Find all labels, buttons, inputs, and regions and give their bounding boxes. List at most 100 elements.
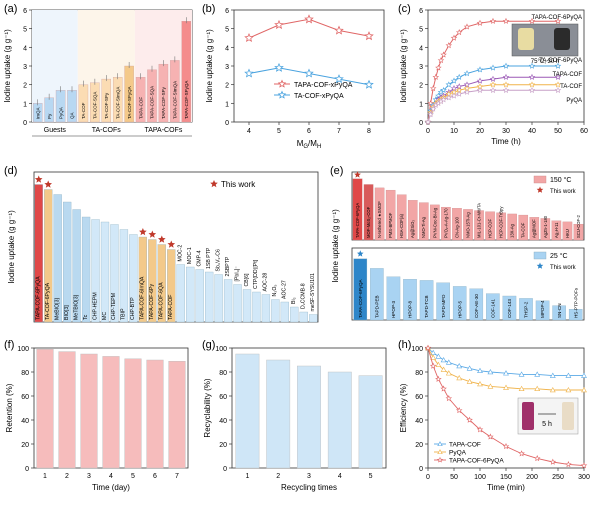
legend-label: PyQA xyxy=(449,450,467,457)
panel-label: (b) xyxy=(202,3,215,15)
vial-before xyxy=(522,402,534,430)
x-tick-label: 250 xyxy=(552,474,564,481)
x-tick-label: 0 xyxy=(426,128,430,135)
bar-label: Bi₂ xyxy=(291,297,297,304)
data-point xyxy=(565,461,572,468)
bar-label: AOC-27 xyxy=(282,280,288,299)
bar xyxy=(146,359,164,469)
data-point xyxy=(304,14,314,24)
data-point xyxy=(466,416,473,423)
y-tick-label: 80 xyxy=(415,370,423,377)
data-point xyxy=(554,81,562,88)
data-point xyxy=(429,85,437,92)
x-tick-label: 2 xyxy=(65,473,69,480)
bar-label: PMS-BPMOF xyxy=(388,212,393,238)
chart-e: (e) Iodine uptake (g g⁻¹) TAPA-COF-6PyQA MO… xyxy=(330,165,585,321)
bar-label: CHP-TEPM xyxy=(111,293,117,320)
y-tick-label: 6 xyxy=(419,8,423,15)
data-point xyxy=(456,362,463,369)
data-point xyxy=(476,426,484,433)
bar-label: TAPA-COF-6Py xyxy=(149,283,155,320)
bar xyxy=(552,305,566,321)
data-point xyxy=(430,354,437,360)
x-tick-label: 3 xyxy=(307,473,311,480)
bar xyxy=(80,353,98,469)
chart-f: (f) 0 20 40 60 80 100 Retention (%) 1 2 3 4 5 6 7 Time … xyxy=(4,339,189,492)
data-point xyxy=(502,73,510,80)
bar-label: TAPA-COF xyxy=(168,295,174,320)
data-point xyxy=(518,450,525,457)
data-point xyxy=(429,105,437,112)
bar-label: TA-COF-6PyQA xyxy=(45,282,51,320)
y-tick-label: 5 xyxy=(23,27,27,34)
data-point xyxy=(502,81,510,88)
bar-label: THSP-2 xyxy=(524,301,529,318)
y-tick-label: 80 xyxy=(219,370,227,377)
panel-e: (e) Iodine uptake (g g⁻¹) TAPA-COF-6PyQA MO… xyxy=(326,162,591,334)
bar xyxy=(91,219,100,323)
panel-f: (f) 0 20 40 60 80 100 Retention (%) 1 2 3 4 5 6 7 Time … xyxy=(0,336,196,506)
bar-label: ImQA xyxy=(35,107,40,119)
data-point xyxy=(364,79,374,89)
bar xyxy=(430,204,440,241)
bar-label: TA-COF-SPy xyxy=(104,92,109,119)
data-point xyxy=(476,86,484,94)
y-axis-label: Recyclability (%) xyxy=(203,378,212,437)
y-tick-label: 4 xyxy=(419,45,423,52)
legend-marker xyxy=(437,449,443,455)
data-point xyxy=(450,77,458,84)
annotation: 75°C, 30 h xyxy=(531,59,559,65)
legend-label: TAPA-COF-xPyQA xyxy=(294,82,353,89)
legend-marker xyxy=(437,441,443,447)
vial-after xyxy=(562,402,574,430)
data-point xyxy=(528,62,536,69)
x-tick-label: 300 xyxy=(578,474,590,481)
this-work-marker xyxy=(34,175,43,183)
bar xyxy=(167,249,176,323)
data-point xyxy=(487,368,494,375)
x-tick-label: 3 xyxy=(87,473,91,480)
series-label: TAPA-COF-6PyQA xyxy=(532,15,582,21)
data-point xyxy=(502,17,510,24)
data-point xyxy=(244,68,254,78)
x-tick-label: 1 xyxy=(245,473,249,480)
data-point xyxy=(364,31,374,41)
data-point xyxy=(427,111,434,118)
bar xyxy=(138,236,147,323)
legend-label: This work xyxy=(221,180,256,189)
bar xyxy=(396,194,407,241)
bar xyxy=(419,280,434,321)
data-point xyxy=(476,77,484,84)
bar-label: SN-CN xyxy=(557,303,562,318)
bar-label: Tc xyxy=(83,314,89,320)
data-point xyxy=(554,17,562,24)
bar xyxy=(540,218,551,241)
bar-label: 13X-Ag xyxy=(510,223,515,238)
y-tick-label: 20 xyxy=(219,442,227,449)
bar-label: [PbI₃]⁻ xyxy=(234,266,240,282)
panel-label: (c) xyxy=(398,3,411,15)
data-point xyxy=(554,73,562,80)
data-point xyxy=(554,62,562,69)
bar-label: Py xyxy=(47,113,52,119)
bar-label: TAPD-PEB xyxy=(375,295,380,318)
data-point xyxy=(455,90,463,97)
data-point xyxy=(581,372,587,378)
data-point xyxy=(565,386,572,393)
data-point xyxy=(274,19,284,30)
bar xyxy=(63,201,72,323)
x-tick-label: 5 xyxy=(369,473,373,480)
y-tick-label: 100 xyxy=(17,346,29,353)
data-point xyxy=(554,86,562,94)
bar-label: COF-141 xyxy=(491,299,496,318)
bar-label: NMO-15Ti-Ag xyxy=(465,212,470,238)
data-point xyxy=(450,34,458,41)
data-point xyxy=(502,62,510,69)
legend-marker xyxy=(436,456,444,463)
bar xyxy=(72,209,81,323)
bar-label: HCP-COF xyxy=(488,218,493,238)
data-point xyxy=(304,68,314,78)
chart-b: (b) 0 1 2 3 4 5 6 Iodine uptake (g g⁻¹) 4 5 6 7 8 TAPA… xyxy=(202,3,385,150)
bar xyxy=(452,286,467,321)
bar xyxy=(507,213,517,241)
